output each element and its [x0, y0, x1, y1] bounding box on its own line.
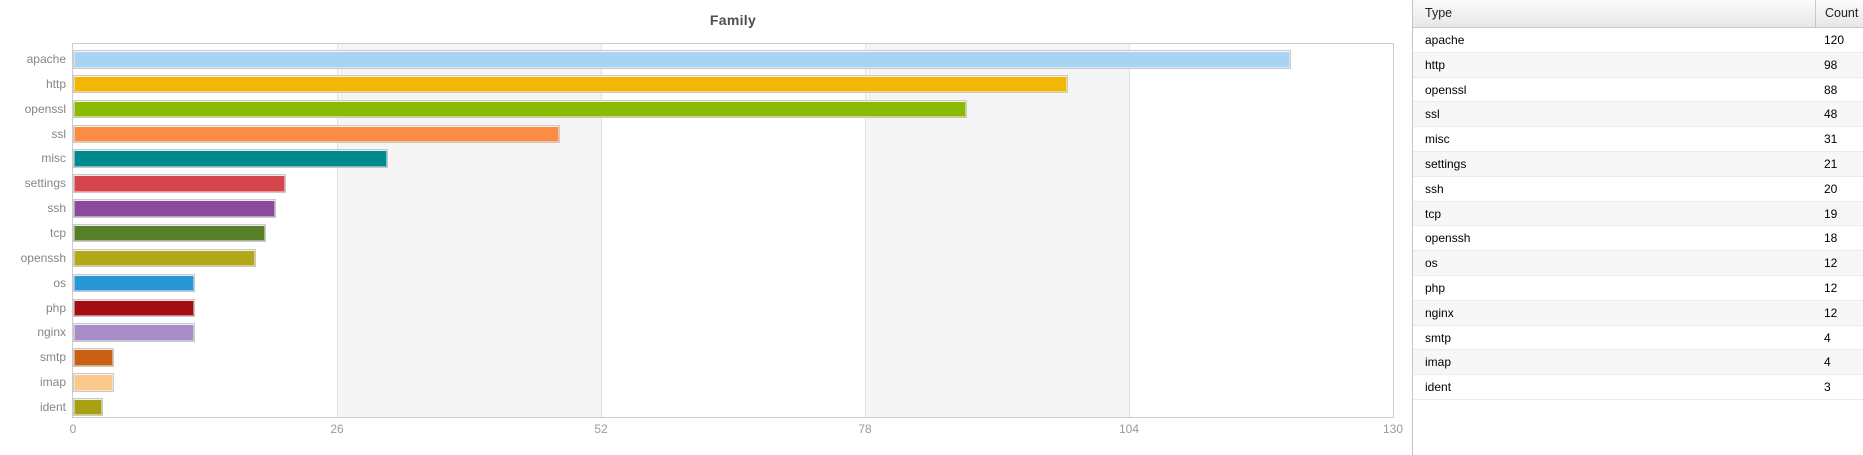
bar-smtp[interactable] — [73, 348, 114, 367]
family-bar-chart: Family 0 26 52 78 104 130 apache http openssl ssl… — [20, 12, 1404, 436]
plot-area: 0 26 52 78 104 130 apache http openssl ssl misc set… — [21, 43, 1403, 436]
cell-count: 88 — [1824, 82, 1838, 97]
category-label-php: php — [45, 300, 66, 315]
x-axis-tick-label: 52 — [594, 422, 608, 436]
cell-type: imap — [1425, 355, 1452, 370]
gridline — [600, 44, 602, 417]
cell-count: 19 — [1824, 206, 1838, 221]
cell-count: 12 — [1824, 256, 1838, 271]
bar-misc[interactable] — [73, 149, 388, 168]
table-row-http[interactable]: http 98 — [1413, 52, 1863, 78]
x-axis-tick-label: 26 — [330, 422, 344, 436]
cell-type: php — [1425, 280, 1446, 295]
cell-count: 12 — [1824, 280, 1838, 295]
cell-count: 120 — [1824, 33, 1845, 47]
cell-type: tcp — [1425, 206, 1442, 221]
category-label-openssl: openssl — [24, 101, 66, 116]
cell-count: 21 — [1824, 156, 1838, 171]
category-label-misc: misc — [41, 151, 66, 166]
table-row-ssl[interactable]: ssl 48 — [1413, 102, 1863, 128]
category-label-openssh: openssh — [20, 250, 66, 265]
table-row-misc[interactable]: misc 31 — [1413, 127, 1863, 152]
table-row-settings[interactable]: settings 21 — [1413, 151, 1863, 177]
bar-apache[interactable] — [73, 50, 1292, 69]
cell-type: ssl — [1425, 107, 1440, 122]
bar-openssl[interactable] — [73, 99, 967, 119]
cell-count: 12 — [1824, 305, 1838, 320]
cell-type: misc — [1425, 132, 1450, 147]
x-axis-tick-label: 78 — [858, 422, 872, 436]
bar-ssl[interactable] — [73, 124, 561, 144]
bar-nginx[interactable] — [73, 323, 195, 342]
table-row-apache[interactable]: apache 120 — [1413, 28, 1863, 53]
category-label-apache: apache — [26, 52, 66, 66]
cell-count: 98 — [1824, 57, 1838, 72]
bar-os[interactable] — [73, 273, 195, 293]
table-row-smtp[interactable]: smtp 4 — [1413, 325, 1863, 351]
bar-tcp[interactable] — [73, 223, 266, 243]
bar-php[interactable] — [73, 298, 195, 317]
cell-type: ident — [1425, 380, 1452, 395]
cell-type: http — [1425, 57, 1446, 72]
category-label-imap: imap — [39, 375, 66, 390]
cell-type: apache — [1425, 33, 1465, 47]
cell-count: 4 — [1824, 330, 1831, 345]
cell-count: 18 — [1824, 231, 1838, 246]
category-label-smtp: smtp — [39, 350, 66, 365]
table-row-ident[interactable]: ident 3 — [1413, 375, 1863, 400]
table-row-imap[interactable]: imap 4 — [1413, 350, 1863, 376]
category-label-ssh: ssh — [47, 201, 66, 216]
category-label-tcp: tcp — [49, 225, 66, 240]
column-header-count[interactable]: Count — [1815, 0, 1863, 28]
cell-type: openssl — [1425, 82, 1467, 97]
x-axis-tick-label: 130 — [1382, 422, 1404, 436]
cell-type: openssh — [1425, 231, 1471, 246]
x-axis-tick-label: 0 — [69, 422, 77, 436]
table-row-ssh[interactable]: ssh 20 — [1413, 176, 1863, 202]
grid-header: Type Count — [1413, 0, 1863, 28]
family-count-grid: Type Count apache 120 http 98 openssl 88 ssl 48… — [1412, 0, 1863, 455]
cell-count: 48 — [1824, 107, 1838, 122]
bar-ident[interactable] — [73, 397, 104, 417]
cell-type: settings — [1425, 156, 1467, 171]
grid-body: apache 120 http 98 openssl 88 ssl 48 misc 31 setti… — [1413, 28, 1863, 400]
bar-imap[interactable] — [73, 373, 114, 392]
column-header-type[interactable]: Type — [1425, 6, 1453, 20]
cell-type: os — [1425, 256, 1438, 271]
cell-type: ssh — [1425, 181, 1444, 196]
cell-count: 3 — [1824, 380, 1831, 395]
cell-type: nginx — [1425, 305, 1454, 320]
bar-openssh[interactable] — [73, 248, 256, 268]
gridline — [864, 44, 866, 417]
x-axis-tick-label: 104 — [1118, 422, 1140, 436]
cell-type: smtp — [1425, 330, 1452, 345]
table-row-php[interactable]: php 12 — [1413, 275, 1863, 301]
category-label-ssl: ssl — [51, 126, 66, 141]
table-row-os[interactable]: os 12 — [1413, 251, 1863, 276]
table-row-openssh[interactable]: openssh 18 — [1413, 226, 1863, 252]
category-label-os: os — [53, 275, 66, 290]
category-label-http: http — [45, 76, 66, 91]
category-label-nginx: nginx — [37, 325, 66, 340]
table-row-tcp[interactable]: tcp 19 — [1413, 201, 1863, 227]
category-label-settings: settings — [24, 176, 66, 191]
bar-http[interactable] — [73, 74, 1069, 94]
chart-title: Family — [709, 12, 757, 28]
cell-count: 4 — [1824, 355, 1831, 370]
category-label-ident: ident — [39, 399, 66, 414]
gridline — [1128, 44, 1130, 417]
gridline — [336, 44, 338, 417]
cell-count: 31 — [1824, 132, 1838, 147]
bar-ssh[interactable] — [73, 199, 277, 218]
table-row-nginx[interactable]: nginx 12 — [1413, 300, 1863, 326]
bar-settings[interactable] — [73, 174, 287, 193]
cell-count: 20 — [1824, 181, 1838, 196]
table-row-openssl[interactable]: openssl 88 — [1413, 77, 1863, 103]
